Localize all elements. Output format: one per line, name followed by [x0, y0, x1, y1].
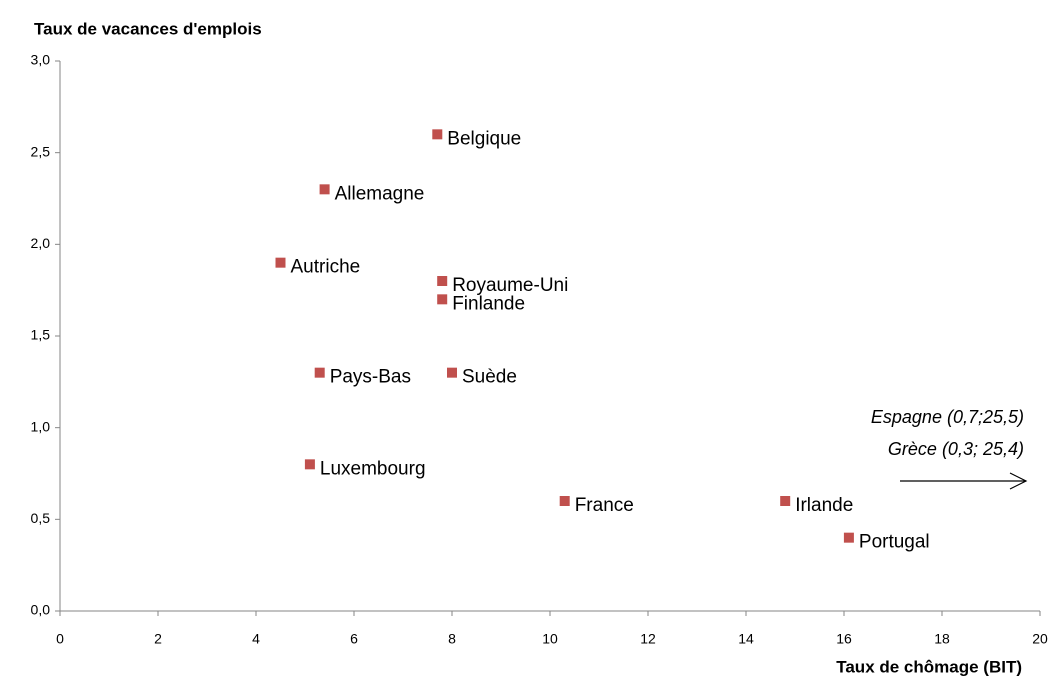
- x-tick-label: 12: [640, 631, 656, 647]
- arrow: [900, 472, 1028, 490]
- marker: [559, 496, 570, 506]
- marker: [432, 129, 443, 140]
- point-label: Pays-Bas: [330, 367, 411, 388]
- point-label: Autriche: [291, 257, 361, 278]
- x-axis-title: Taux de chômage (BIT): [836, 657, 1022, 676]
- x-tick-label: 4: [252, 631, 260, 647]
- y-axis-title: Taux de vacances d'emplois: [34, 19, 262, 38]
- marker: [437, 276, 448, 286]
- point-label: Royaume-Uni: [452, 275, 568, 296]
- x-tick-label: 10: [542, 631, 558, 647]
- x-tick-label: 8: [448, 631, 456, 647]
- point-label: France: [575, 495, 634, 516]
- point-label: Luxembourg: [320, 458, 426, 479]
- x-tick-label: 20: [1032, 631, 1048, 647]
- y-tick-label: 0,0: [31, 602, 51, 618]
- marker: [275, 257, 286, 268]
- annotation: Espagne (0,7;25,5): [871, 407, 1024, 427]
- marker: [319, 184, 330, 195]
- marker: [780, 496, 791, 506]
- point-label: Suède: [462, 367, 517, 388]
- point-label: Finlande: [452, 293, 525, 314]
- y-tick-label: 1,5: [31, 327, 51, 343]
- marker: [437, 294, 448, 305]
- y-tick-label: 0,5: [31, 510, 51, 526]
- x-tick-label: 0: [56, 631, 64, 647]
- y-tick-label: 1,0: [31, 418, 51, 434]
- x-tick-label: 6: [350, 631, 358, 647]
- marker: [447, 367, 457, 378]
- marker: [304, 459, 315, 470]
- x-tick-label: 18: [934, 631, 950, 647]
- point-label: Portugal: [859, 532, 930, 553]
- marker: [314, 367, 325, 378]
- y-tick-label: 2,5: [31, 143, 51, 159]
- point-label: Belgique: [447, 128, 521, 149]
- x-tick-label: 2: [154, 631, 162, 647]
- marker: [843, 532, 854, 543]
- y-tick-label: 3,0: [31, 52, 51, 68]
- x-tick-label: 16: [836, 631, 852, 647]
- x-tick-label: 14: [738, 631, 754, 647]
- point-label: Allemagne: [335, 183, 425, 204]
- point-label: Irlande: [795, 495, 853, 516]
- annotation: Grèce (0,3; 25,4): [888, 439, 1024, 459]
- y-tick-label: 2,0: [31, 235, 51, 251]
